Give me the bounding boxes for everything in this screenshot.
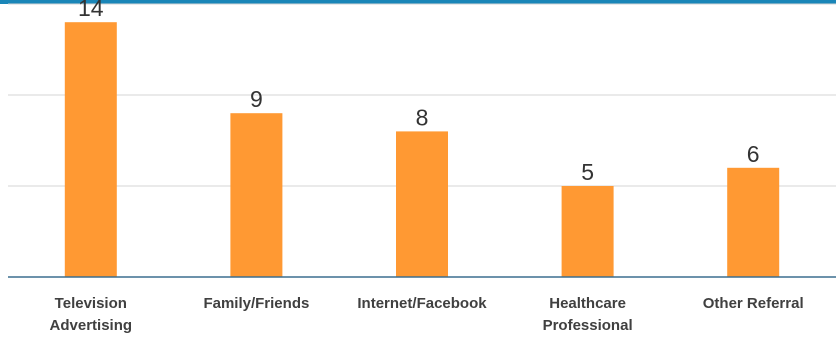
category-label-4: Other Referral (703, 295, 804, 312)
chart-top-border (0, 0, 836, 4)
data-label-1: 9 (250, 86, 263, 112)
data-label-4: 6 (747, 141, 760, 167)
data-labels: 14 9 8 5 6 (78, 0, 760, 185)
bar-4 (727, 167, 780, 277)
data-label-3: 5 (581, 159, 594, 185)
bar-3 (561, 186, 614, 277)
data-label-0: 14 (78, 0, 104, 21)
category-label-1: Family/Friends (203, 295, 309, 312)
data-label-2: 8 (416, 104, 429, 130)
bar-series (64, 22, 780, 278)
bar-1 (230, 113, 283, 277)
category-label-0: Television Advertising (50, 295, 133, 334)
category-labels: Television Advertising Family/Friends Inter… (50, 295, 804, 334)
category-label-2: Internet/Facebook (357, 295, 487, 312)
category-label-3: Healthcare Professional (543, 295, 633, 334)
bar-2 (396, 131, 448, 277)
bar-0 (64, 22, 117, 278)
